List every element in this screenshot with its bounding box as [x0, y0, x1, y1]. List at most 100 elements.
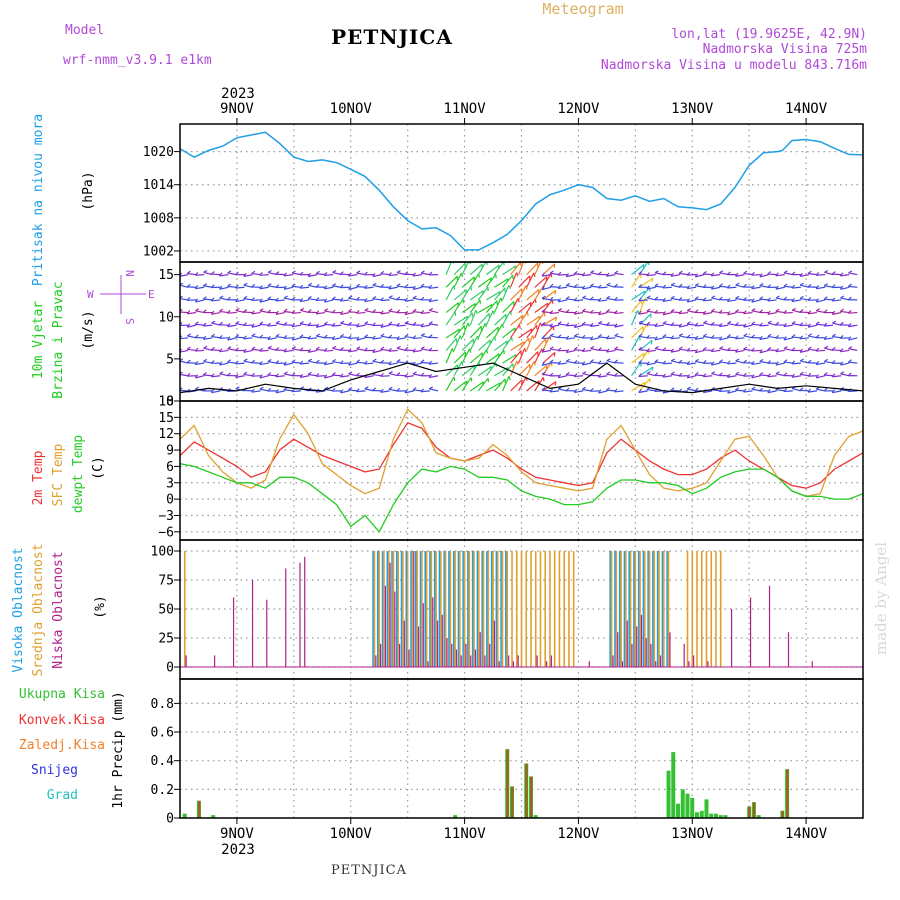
wind-barb — [195, 310, 205, 314]
wind-barb-flag — [235, 297, 239, 302]
wind-barb-flag — [251, 297, 255, 301]
wind-barb — [735, 297, 745, 301]
wind-barb-flag — [508, 284, 511, 290]
bottom-date-label: 14NOV — [785, 826, 828, 842]
wind-barb-flag — [678, 270, 683, 274]
wind-barb-flag — [702, 310, 707, 315]
wind-barb-flag — [420, 270, 425, 274]
wind-barb — [219, 274, 229, 277]
wind-barb — [469, 352, 483, 364]
wind-barb-flag — [195, 386, 200, 390]
wind-barb — [606, 349, 616, 353]
wind-barb-flag — [557, 308, 563, 312]
wind-barb — [582, 349, 592, 353]
wind-barb-flag — [702, 360, 707, 364]
wind-barb-flag — [388, 285, 392, 290]
wind-barb-flag — [735, 295, 740, 300]
wind-barb-flag — [372, 358, 377, 362]
elevation-label: Nadmorska Visina 725m — [703, 42, 868, 57]
wind-barb — [678, 272, 689, 276]
y-tick-label: 0 — [166, 661, 174, 676]
wind-barb — [816, 286, 826, 290]
wind-barb — [478, 303, 493, 314]
wind-barb — [614, 361, 624, 364]
panel-frames — [179, 123, 864, 819]
wind-barb — [388, 310, 398, 314]
wind-barb — [308, 349, 318, 353]
wind-barb-flag — [848, 336, 852, 341]
wind-barb — [461, 312, 473, 326]
wind-barb-flag — [235, 307, 240, 311]
wind-barb — [275, 311, 285, 315]
wind-barb-flag — [799, 371, 804, 375]
wind-barb-flag — [646, 348, 650, 352]
wind-barb-flag — [791, 373, 795, 378]
wind-barb — [735, 360, 745, 364]
wind-barb-flag — [549, 270, 554, 274]
wind-barb — [340, 375, 350, 378]
wind-barb-flag — [581, 321, 586, 326]
wind-barb — [631, 273, 641, 288]
wind-barb — [429, 309, 439, 314]
wind-barb-flag — [589, 388, 594, 392]
wind-barb-flag — [243, 282, 248, 286]
y-tick-label: 1002 — [143, 244, 174, 259]
wind-barb-flag — [590, 336, 594, 341]
wind-barb — [574, 273, 584, 276]
wind-barb — [541, 311, 551, 314]
wind-barb-flag — [775, 285, 779, 290]
wind-barb — [332, 347, 342, 352]
wind-barb-flag — [549, 388, 554, 393]
wind-barb — [832, 390, 842, 394]
wind-barb — [767, 299, 777, 302]
wind-barb — [670, 274, 681, 277]
wind-barb-flag — [404, 347, 409, 351]
wind-barb — [791, 362, 801, 365]
wind-barb — [631, 362, 642, 377]
wind-barb-flag — [388, 295, 393, 299]
wind-barb — [300, 309, 310, 314]
wind-barb — [751, 323, 761, 326]
wind-barb-flag — [815, 298, 820, 303]
wind-barb-flag — [396, 336, 400, 340]
wind-barb — [840, 274, 850, 277]
wind-barb — [445, 328, 460, 339]
wind-barb — [445, 285, 455, 301]
wind-barb-flag — [356, 296, 360, 301]
wind-barb-flag — [420, 346, 425, 350]
wind-barb-flag — [428, 360, 433, 365]
wind-barb-flag — [807, 372, 812, 377]
wind-barb — [510, 314, 524, 326]
wind-barb-flag — [194, 347, 199, 352]
wind-barb — [300, 323, 310, 326]
wind-barb — [324, 310, 334, 314]
high-cloud-label: Visoka Oblacnost — [11, 547, 26, 672]
wind-barb — [767, 273, 777, 276]
wind-barb — [235, 299, 245, 303]
wind-barb-flag — [459, 335, 463, 340]
wind-barb-flag — [847, 296, 852, 301]
wind-barb — [364, 375, 374, 379]
wind-barb — [598, 322, 608, 326]
wind-barb-flag — [186, 270, 191, 274]
wind-barb — [187, 324, 197, 328]
year-top: 2023 — [221, 86, 255, 102]
wind-barb — [719, 337, 729, 341]
wind-barb — [420, 361, 431, 364]
wind-barb — [356, 272, 366, 276]
wind-barb — [687, 349, 697, 352]
wind-barb-flag — [307, 335, 312, 340]
wind-barb-flag — [541, 335, 546, 339]
dewpt-line — [180, 463, 863, 533]
wind-barb — [549, 311, 560, 315]
wind-barb — [638, 273, 648, 276]
wind-barb-flag — [751, 386, 756, 390]
cloud-y-axis: 0 25 50 75 100 — [151, 545, 180, 676]
wind-barb-flag — [799, 322, 804, 326]
wind-barb — [526, 289, 540, 301]
wind-barb-flag — [364, 360, 368, 365]
wind-barb-flag — [476, 335, 480, 341]
wind-barb — [743, 311, 753, 315]
wind-barb — [308, 337, 318, 340]
